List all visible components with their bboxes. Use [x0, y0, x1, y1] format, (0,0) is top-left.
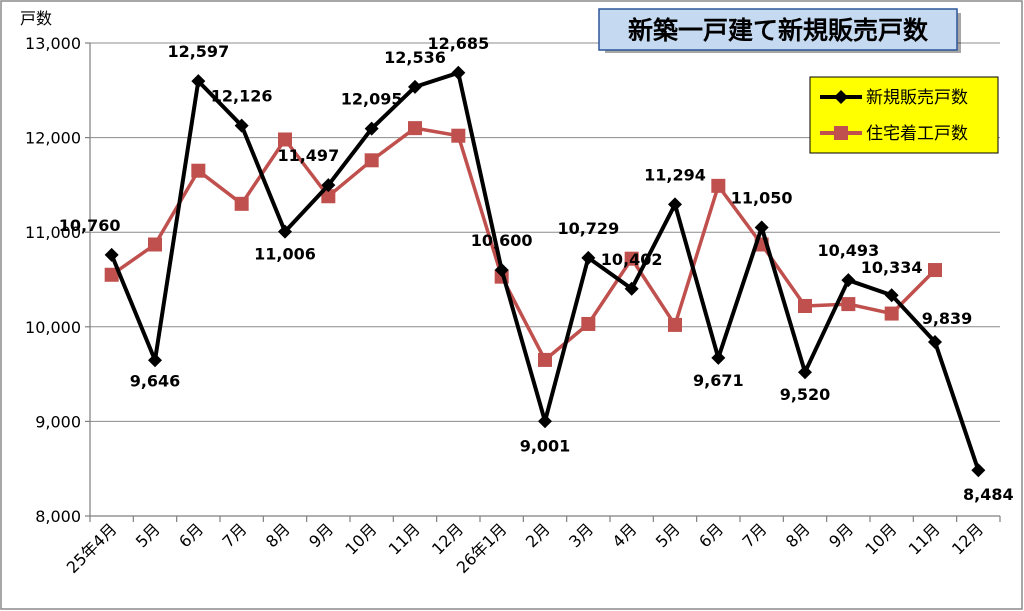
- y-tick-label: 13,000: [25, 34, 81, 53]
- data-label-sales: 9,839: [922, 309, 973, 328]
- legend-marker-sales: [834, 90, 848, 104]
- data-point-sales: [754, 220, 769, 235]
- data-point-starts: [278, 132, 292, 147]
- data-point-sales: [624, 281, 639, 296]
- data-point-starts: [884, 306, 899, 321]
- data-point-starts: [104, 267, 119, 282]
- y-tick-label: 9,000: [35, 412, 81, 431]
- data-point-sales: [581, 250, 596, 265]
- data-point-starts: [841, 297, 856, 312]
- data-point-sales: [538, 414, 552, 429]
- y-tick-label: 8,000: [35, 507, 81, 526]
- data-labels: 10,760 9,646 12,597 12,126 11,006 11,497 12,09…: [59, 34, 1014, 504]
- data-label-sales: 12,597: [167, 42, 229, 61]
- data-point-sales: [971, 463, 986, 478]
- series-line-starts: [110, 126, 937, 362]
- legend: 新規販売戸数 住宅着工戸数: [809, 76, 999, 154]
- y-tick-label: 10,000: [25, 318, 81, 337]
- data-point-sales: [234, 118, 249, 133]
- series: [104, 65, 986, 478]
- data-point-starts: [538, 352, 552, 367]
- data-point-sales: [104, 247, 119, 262]
- data-point-starts: [928, 263, 942, 278]
- legend-label-starts: 住宅着工戸数: [866, 124, 968, 144]
- y-tick-label: 11,000: [25, 223, 81, 242]
- data-point-sales: [321, 178, 336, 193]
- data-point-sales: [494, 263, 509, 278]
- data-label-sales: 11,294: [644, 165, 706, 184]
- data-label-sales: 9,671: [693, 371, 744, 390]
- data-point-starts: [668, 317, 682, 332]
- data-point-sales: [928, 335, 942, 350]
- data-label-sales: 9,520: [780, 385, 831, 404]
- data-point-sales: [711, 350, 726, 365]
- data-label-sales: 12,536: [384, 48, 446, 67]
- data-label-sales: 10,334: [861, 258, 923, 277]
- data-point-starts: [624, 251, 639, 266]
- data-point-starts: [364, 153, 379, 168]
- data-point-starts: [711, 178, 726, 193]
- data-point-sales: [148, 353, 162, 368]
- data-label-sales: 12,126: [211, 87, 273, 106]
- data-point-starts: [148, 237, 162, 252]
- data-point-starts: [234, 196, 249, 211]
- data-point-sales: [451, 65, 466, 80]
- y-tick-label: 12,000: [25, 129, 81, 148]
- data-label-sales: 12,685: [427, 34, 489, 53]
- data-label-sales: 10,493: [817, 241, 879, 260]
- data-point-sales: [841, 273, 856, 288]
- data-point-sales: [884, 288, 899, 303]
- data-point-sales: [364, 121, 379, 136]
- data-label-sales: 10,600: [471, 231, 533, 250]
- data-label-sales: 8,484: [963, 485, 1014, 504]
- data-point-sales: [798, 365, 812, 380]
- data-point-starts: [581, 316, 596, 331]
- data-point-starts: [191, 163, 206, 178]
- data-label-sales: 11,497: [277, 146, 339, 165]
- data-point-starts: [321, 189, 336, 204]
- chart-title-box: 新築一戸建て新規販売戸数: [598, 8, 961, 53]
- data-label-sales: 11,050: [731, 188, 793, 207]
- data-label-sales: 11,006: [254, 245, 316, 264]
- data-label-sales: 12,095: [341, 90, 403, 109]
- data-point-starts: [408, 121, 422, 136]
- data-label-sales: 10,760: [59, 216, 121, 235]
- data-point-starts: [798, 298, 812, 313]
- legend-item-sales: 新規販売戸数: [820, 88, 968, 108]
- legend-marker-starts: [834, 126, 848, 140]
- chart-title: 新築一戸建て新規販売戸数: [628, 16, 929, 45]
- y-axis-ticks: 8,000 9,000 10,000 11,000 12,000 13,000: [25, 34, 81, 526]
- data-label-sales: 10,402: [601, 250, 663, 269]
- data-point-sales: [668, 197, 682, 212]
- legend-label-sales: 新規販売戸数: [866, 88, 968, 108]
- data-label-sales: 9,001: [520, 436, 571, 455]
- data-point-sales: [408, 79, 422, 94]
- legend-item-starts: 住宅着工戸数: [820, 124, 968, 144]
- y-axis-title: 戸数: [20, 9, 52, 28]
- data-label-sales: 9,646: [130, 371, 181, 390]
- data-point-starts: [451, 128, 466, 143]
- data-point-sales: [191, 74, 206, 89]
- data-point-sales: [278, 224, 292, 239]
- data-label-sales: 10,729: [557, 219, 619, 238]
